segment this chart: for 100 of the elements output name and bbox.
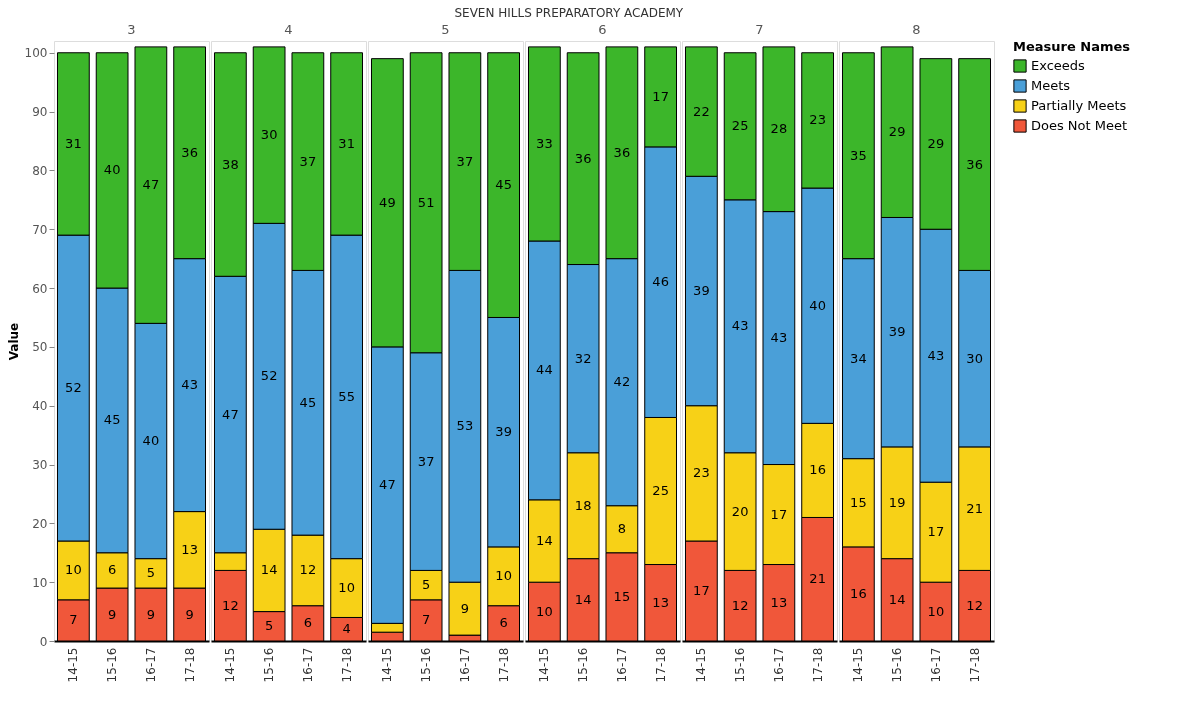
data-label: 28 (770, 121, 788, 137)
data-label: 39 (495, 424, 512, 440)
x-tick-label: 14-15 (537, 647, 552, 683)
chart-title: 4 (284, 22, 293, 37)
data-label: 43 (181, 377, 198, 393)
data-label: 52 (260, 368, 278, 384)
x-tick-label: 14-15 (66, 647, 81, 683)
data-label: 10 (536, 603, 553, 619)
data-label: 17 (770, 506, 788, 522)
data-label: 7 (69, 612, 78, 628)
x-tick-label: 17-18 (810, 647, 825, 683)
x-tick-label: 15-16 (262, 647, 277, 683)
data-label: 22 (693, 103, 710, 119)
data-label: 47 (222, 406, 239, 422)
data-label: 33 (536, 135, 553, 151)
data-label: 17 (693, 583, 710, 598)
data-label: 31 (65, 135, 82, 151)
data-label: 12 (731, 597, 749, 613)
data-label: 43 (770, 330, 788, 346)
data-label: 39 (888, 324, 906, 340)
x-tick-label: 17-18 (496, 647, 511, 683)
data-label: 17 (652, 88, 669, 104)
data-label: 6 (303, 615, 313, 631)
data-label: 36 (574, 150, 592, 166)
data-label: 36 (181, 144, 198, 160)
y-tick-label: 80 (32, 163, 48, 178)
data-label: 29 (888, 124, 906, 140)
data-label: 43 (927, 347, 945, 363)
x-tick-label: 16-17 (300, 647, 315, 683)
data-label: 30 (260, 127, 278, 143)
data-label: 15 (850, 494, 867, 510)
data-label: 45 (495, 177, 512, 193)
data-label: 5 (421, 577, 431, 593)
data-label: 14 (574, 591, 592, 607)
data-label: 47 (379, 477, 396, 493)
data-label: 31 (338, 135, 355, 151)
data-label: 12 (299, 562, 317, 578)
y-axis-title: Value (6, 322, 21, 361)
data-label: 9 (185, 606, 194, 622)
data-label: 13 (770, 594, 788, 610)
data-label: 9 (107, 606, 117, 622)
data-label: 14 (260, 562, 278, 578)
chart-title: 7 (755, 22, 764, 37)
y-tick-label: 10 (32, 575, 48, 590)
data-label: 10 (495, 568, 512, 584)
data-label: 40 (142, 433, 160, 448)
data-label: 13 (181, 541, 198, 557)
data-label: 5 (146, 565, 156, 581)
legend-label: Partially Meets (1031, 98, 1127, 113)
y-tick-label: 50 (32, 340, 48, 355)
data-label: 10 (65, 562, 82, 578)
data-label: 29 (927, 135, 945, 151)
data-label: 46 (652, 274, 669, 290)
data-label: 37 (299, 153, 317, 169)
x-tick-label: 14-15 (851, 647, 866, 683)
data-label: 34 (850, 350, 867, 366)
data-label: 42 (613, 374, 631, 390)
chart-title: 3 (127, 22, 136, 37)
data-label: 25 (652, 483, 669, 498)
x-tick-label: 17-18 (182, 647, 197, 683)
data-label: 39 (693, 283, 710, 298)
text: SEVEN HILLS PREPARATORY ACADEMY (454, 5, 684, 20)
data-label: 14 (888, 591, 906, 607)
data-label: 30 (966, 350, 983, 366)
legend-label: Meets (1031, 78, 1071, 93)
data-label: 55 (338, 388, 355, 404)
data-label: 44 (536, 362, 553, 378)
x-tick-label: 15-16 (105, 647, 120, 683)
y-tick-label: 70 (32, 222, 48, 237)
data-label: 5 (264, 618, 274, 634)
data-label: 14 (536, 533, 553, 548)
data-label: 9 (460, 600, 470, 616)
y-tick-label: 0 (39, 634, 48, 649)
data-label: 36 (966, 156, 983, 172)
x-tick-label: 16-17 (143, 647, 158, 683)
x-tick-label: 17-18 (339, 647, 354, 683)
legend-label: Does Not Meet (1031, 118, 1128, 133)
data-label: 8 (617, 521, 627, 537)
data-label: 21 (966, 500, 983, 516)
data-label: 23 (693, 465, 710, 481)
data-label: 9 (146, 606, 156, 622)
x-tick-label: 16-17 (614, 647, 629, 683)
x-tick-label: 15-16 (733, 647, 748, 683)
x-tick-label: 14-15 (694, 647, 709, 683)
x-tick-label: 17-18 (967, 647, 982, 683)
data-label: 52 (65, 380, 82, 396)
data-label: 6 (107, 562, 117, 578)
data-label: 45 (103, 412, 121, 428)
data-label: 10 (338, 580, 355, 596)
data-label: 21 (809, 571, 826, 587)
data-label: 40 (809, 297, 826, 313)
data-label: 37 (456, 153, 474, 169)
chart-title: 8 (912, 22, 921, 37)
data-label: 38 (222, 156, 239, 172)
x-tick-label: 15-16 (890, 647, 905, 683)
data-label: 15 (613, 588, 631, 604)
x-tick-label: 15-16 (576, 647, 591, 683)
data-label: 25 (731, 118, 749, 134)
data-label: 53 (456, 418, 474, 434)
x-tick-label: 14-15 (380, 647, 395, 683)
